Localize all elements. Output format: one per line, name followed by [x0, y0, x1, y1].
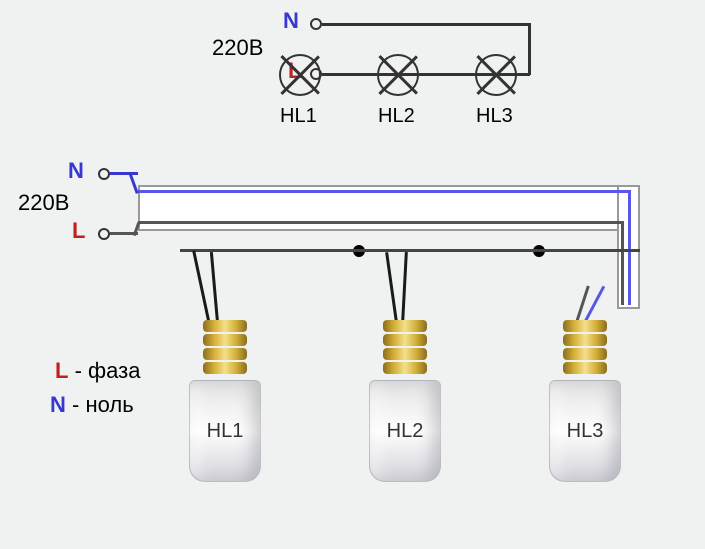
wire-n-diag	[128, 172, 138, 194]
legend-line: L - фаза	[55, 358, 140, 384]
lamp-symbol-hl2	[377, 54, 419, 96]
bulb-hl1: HL1	[185, 320, 265, 482]
drop-bar	[180, 249, 640, 252]
terminal-n-mid	[98, 168, 110, 180]
lamp-symbol-hl1	[279, 54, 321, 96]
bulb-label-2: HL2	[387, 420, 424, 443]
conduit-l-wire-h	[138, 221, 624, 224]
bulb-glass-3: HL3	[549, 380, 621, 482]
legend-line-letter: L	[55, 358, 68, 383]
legend-line-text: фаза	[88, 358, 140, 383]
terminal-l-mid	[98, 228, 110, 240]
neutral-label-mid: N	[68, 158, 84, 184]
lamp-symbol-label-2: HL2	[378, 105, 415, 128]
legend-neutral-dash: -	[72, 392, 85, 417]
bulb-glass-1: HL1	[189, 380, 261, 482]
bulb-socket-3	[563, 320, 607, 380]
voltage-label-top: 220В	[212, 35, 263, 61]
wire-n-lead	[110, 172, 138, 175]
neutral-label-top: N	[283, 8, 299, 34]
bulb-socket-1	[203, 320, 247, 380]
conduit-l-wire-v	[621, 221, 624, 305]
lamp-symbol-label-3: HL3	[476, 105, 513, 128]
legend-neutral-letter: N	[50, 392, 66, 417]
bulb-label-1: HL1	[207, 420, 244, 443]
bulb-label-3: HL3	[567, 420, 604, 443]
bulb-wire-2b	[401, 252, 408, 322]
legend-neutral-text: ноль	[85, 392, 133, 417]
conduit-n-wire-v	[628, 190, 631, 305]
lamp-symbol-hl3	[475, 54, 517, 96]
conduit-n-wire-h	[138, 190, 631, 193]
bulb-wire-2a	[385, 252, 398, 322]
voltage-label-mid: 220В	[18, 190, 69, 216]
line-label-mid: L	[72, 218, 85, 244]
bulb-socket-2	[383, 320, 427, 380]
wire-n-top	[322, 23, 530, 26]
bulb-hl3: HL3	[545, 320, 625, 482]
lamp-symbol-label-1: HL1	[280, 105, 317, 128]
legend-line-dash: -	[75, 358, 88, 383]
terminal-n-top	[310, 18, 322, 30]
bulb-glass-2: HL2	[369, 380, 441, 482]
legend-neutral: N - ноль	[50, 392, 134, 418]
bulb-hl2: HL2	[365, 320, 445, 482]
wire-n-down	[528, 23, 531, 75]
bulb-wire-1a	[192, 251, 211, 325]
bulb-wire-1b	[210, 252, 219, 324]
